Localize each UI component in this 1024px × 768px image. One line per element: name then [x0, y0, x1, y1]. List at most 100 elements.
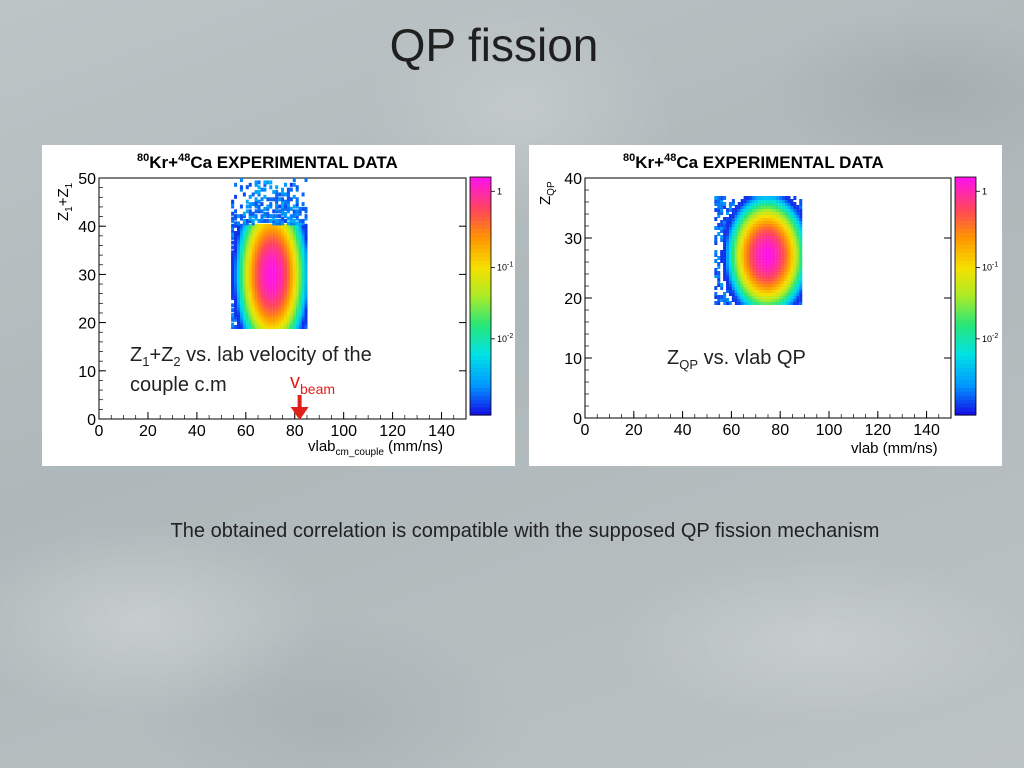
heatmap-cell	[728, 208, 732, 212]
heatmap-cell	[778, 223, 782, 227]
heatmap-cell	[251, 276, 255, 281]
heatmap-cell	[796, 280, 800, 284]
heatmap-cell	[234, 308, 238, 313]
heatmap-cell	[784, 205, 788, 209]
heatmap-cell	[257, 262, 261, 267]
heatmap-cell	[743, 301, 747, 305]
heatmap-cell	[295, 264, 299, 269]
colorbar-step	[955, 375, 976, 380]
heatmap-cell	[740, 274, 744, 278]
heatmap-cell	[266, 252, 270, 257]
heatmap-cell	[758, 217, 762, 221]
heatmap-cell	[717, 301, 721, 305]
heatmap-cell	[775, 256, 779, 260]
heatmap-cell	[767, 229, 771, 233]
heatmap-cell	[257, 243, 261, 248]
heatmap-cell	[728, 223, 732, 227]
heatmap-cell	[278, 214, 282, 219]
heatmap-cell	[248, 288, 252, 293]
heatmap-cell	[799, 232, 803, 236]
heatmap-cell	[728, 226, 732, 230]
colorbar-step	[470, 256, 491, 261]
heatmap-cell	[737, 277, 741, 281]
heatmap-cell	[796, 211, 800, 215]
heatmap-cell	[723, 229, 727, 233]
heatmap-cell	[289, 274, 293, 279]
heatmap-cell	[289, 223, 293, 228]
heatmap-cell	[761, 211, 765, 215]
heatmap-cell	[248, 322, 252, 327]
heatmap-cell	[281, 250, 285, 255]
heatmap-cell	[283, 214, 287, 219]
heatmap-cell	[772, 208, 776, 212]
heatmap-cell	[286, 315, 290, 320]
heatmap-cell	[761, 289, 765, 293]
heatmap-cell	[295, 286, 299, 291]
heatmap-cell	[275, 310, 279, 315]
heatmap-cell	[796, 271, 800, 275]
heatmap-cell	[239, 298, 243, 303]
heatmap-cell	[263, 240, 267, 245]
heatmap-cell	[743, 232, 747, 236]
heatmap-cell	[758, 199, 762, 203]
heatmap-cell	[236, 288, 240, 293]
heatmap-cell	[775, 244, 779, 248]
heatmap-cell	[799, 259, 803, 263]
heatmap-cell	[784, 301, 788, 305]
heatmap-cell	[272, 276, 276, 281]
heatmap-cell	[734, 292, 738, 296]
y-axis-label: ZQP	[537, 181, 557, 205]
heatmap-cell	[242, 317, 246, 322]
heatmap-cell	[239, 308, 243, 313]
heatmap-cell	[236, 300, 240, 305]
heatmap-cell	[260, 300, 264, 305]
colorbar-step	[955, 391, 976, 396]
heatmap-cell	[281, 211, 285, 216]
heatmap-cell	[260, 267, 264, 272]
heatmap-cell	[257, 238, 261, 243]
heatmap-cell	[245, 271, 249, 276]
heatmap-cell	[746, 301, 750, 305]
heatmap-cell	[787, 238, 791, 242]
heatmap-cell	[731, 241, 735, 245]
heatmap-cell	[301, 235, 305, 240]
heatmap-cell	[254, 259, 258, 264]
heatmap-cell	[728, 301, 732, 305]
heatmap-cell	[301, 279, 305, 284]
heatmap-cell	[790, 283, 794, 287]
heatmap-cell	[236, 240, 240, 245]
heatmap-cell	[743, 280, 747, 284]
colorbar-step	[955, 307, 976, 313]
heatmap-cell	[254, 288, 258, 293]
heatmap-cell	[304, 238, 308, 243]
heatmap-cell	[752, 199, 756, 203]
heatmap-cell	[731, 244, 735, 248]
heatmap-cell	[269, 300, 273, 305]
heatmap-cell	[728, 202, 732, 206]
heatmap-cell	[298, 264, 302, 269]
heatmap-cell	[746, 217, 750, 221]
heatmap-cell	[764, 274, 768, 278]
heatmap-cell	[726, 223, 730, 227]
heatmap-cell	[292, 240, 296, 245]
heatmap-cell	[245, 218, 249, 223]
colorbar-step	[470, 244, 491, 249]
heatmap-cell	[781, 265, 785, 269]
heatmap-cell	[254, 325, 258, 330]
heatmap-cell	[272, 317, 276, 322]
colorbar-step	[955, 268, 976, 273]
heatmap-cell	[796, 214, 800, 218]
heatmap-cell	[292, 214, 296, 219]
heatmap-cell	[799, 199, 803, 203]
heatmap-cell	[248, 235, 252, 240]
heatmap-cell	[289, 231, 293, 236]
colorbar-step	[955, 232, 976, 238]
heatmap-cell	[755, 229, 759, 233]
heatmap-cell	[286, 228, 290, 233]
heatmap-cell	[236, 250, 240, 255]
heatmap-cell	[295, 305, 299, 310]
heatmap-cell	[263, 298, 267, 303]
x-tick-label: 80	[771, 422, 789, 439]
heatmap-cell	[723, 274, 727, 278]
heatmap-cell	[764, 280, 768, 284]
